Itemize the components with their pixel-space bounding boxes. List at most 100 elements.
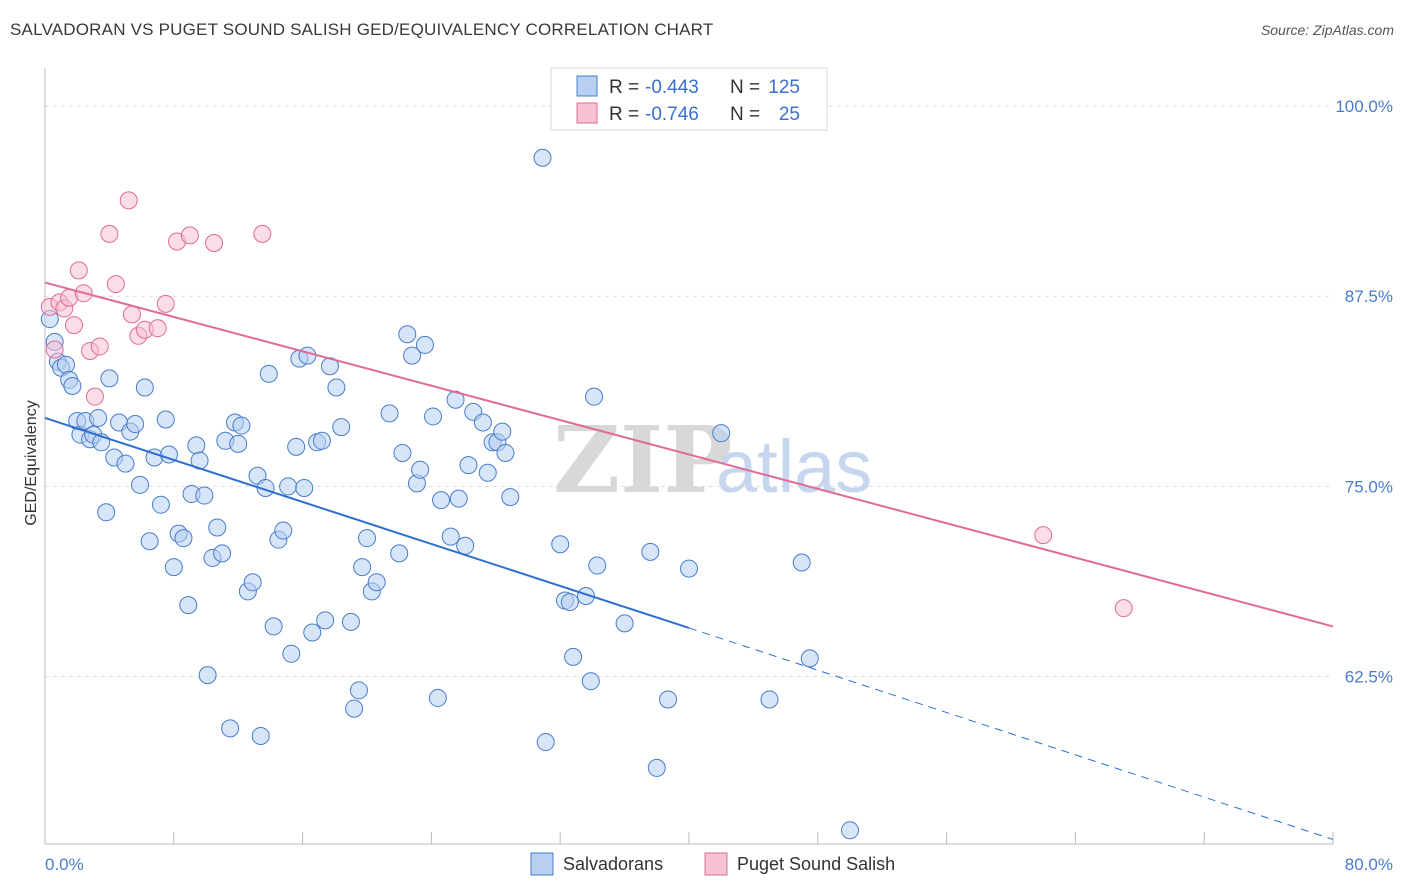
salvadoran-point [179,596,198,615]
puget-sound-salish-point [64,316,83,335]
salvadoran-point [564,647,583,666]
salvadoran-point [551,535,570,554]
legend-n-label-2: N = [730,104,760,125]
salvadoran-point [358,529,376,548]
salvadoran-point [140,532,159,551]
y-tick-label: 62.5% [1345,668,1393,687]
salvadoran-point [760,690,779,709]
salvadoran-point [341,612,360,631]
salvadoran-point [581,672,600,691]
salvadoran-point [496,443,515,462]
salvadoran-point [130,475,149,494]
legend-r-value-1: -0.443 [645,77,699,98]
salvadorans-trend-extension [688,627,1334,840]
salvadoran-point [349,681,368,700]
salvadoran-point [393,443,412,462]
salvadoran-point [501,488,520,507]
salvadorans-trend-line [44,417,690,629]
legend-swatch-blue [576,75,598,97]
salvadoran-point [456,536,475,555]
watermark-atlas: atlas [716,425,872,508]
salvadoran-point [533,148,552,167]
y-axis-label: GED/Equivalency [23,400,40,525]
salvadoran-point [126,415,145,434]
salvadoran-point [287,437,306,456]
salvadoran-point [229,434,248,453]
salvadoran-point [588,556,607,575]
legend-r-value-2: -0.746 [645,104,699,125]
puget-sound-salish-point [106,275,125,294]
salvadoran-point [398,325,417,344]
puget-sound-salish-point [100,224,119,243]
salvadoran-point [298,346,317,365]
correlation-legend: R = -0.443 N = 125 R = -0.746 N = 25 [550,67,828,131]
salvadoran-point [295,478,314,497]
salvadoran-point [264,617,283,636]
salvadoran-point [174,529,193,548]
puget-sound-salish-point [156,294,175,313]
salvadoran-point [493,422,512,441]
salvadoran-point [151,495,170,514]
salvadoran-point [221,719,240,738]
salvadoran-point [279,477,298,496]
salvadoran-point [459,456,478,475]
puget-sound-salish-point [90,337,109,356]
puget-sound-salish-point [1034,526,1053,545]
salvadoran-point [424,407,443,426]
series-legend: Salvadorans Puget Sound Salish [530,852,895,876]
salvadoran-point [156,410,175,429]
puget-sound-salish-point [148,319,167,338]
salvadoran-point [327,378,346,397]
x-tick-label-max: 80.0% [1345,855,1393,874]
salvadoran-point [195,486,214,505]
puget-sound-salish-point [253,224,272,243]
salvadoran-point [345,699,364,718]
puget-sound-salish-point [122,305,141,324]
salvadoran-point [367,573,386,592]
salvadoran-point [390,544,409,563]
legend-n-label-1: N = [730,77,760,98]
salvadoran-point [243,573,262,592]
series-puget-sound-salish [40,191,1133,618]
salvadoran-point [332,418,351,437]
salvadoran-point [585,387,604,406]
puget-sound-salish-point [85,387,104,406]
salvadoran-point [841,821,859,840]
y-tick-label: 100.0% [1335,97,1393,116]
salvadoran-point [411,460,430,479]
puget-sound-salish-point [205,233,224,252]
series-salvadorans [40,148,859,840]
salvadoran-point [449,489,468,508]
y-tick-label: 75.0% [1345,477,1393,496]
salvadoran-point [164,558,183,577]
puget-sound-salish-point [119,191,138,210]
salvadoran-point [353,558,372,577]
salvadoran-point [303,623,322,642]
y-tick-label: 87.5% [1345,287,1393,306]
salvadoran-point [576,586,595,605]
bottom-legend-swatch-blue [530,852,554,876]
salvadoran-point [213,544,232,563]
grid [45,105,1333,678]
legend-r-label-2: R = [609,104,639,125]
x-tick-label-min: 0.0% [45,855,84,874]
salvadoran-point [615,614,634,633]
salvadoran-point [659,690,678,709]
salvadoran-point [208,518,227,537]
salvadoran-point [712,424,731,443]
salvadoran-point [116,454,135,473]
legend-n-value-2: 25 [779,104,800,125]
bottom-legend-puget-sound-salish: Puget Sound Salish [737,854,895,874]
salvadoran-point [282,644,301,663]
salvadoran-point [312,431,331,450]
salvadoran-point [560,593,579,612]
salvadoran-point [100,369,119,388]
bottom-legend-salvadorans: Salvadorans [563,854,663,874]
x-axis-ticks [44,832,1334,844]
salvadoran-point [478,463,497,482]
salvadoran-point [647,758,666,777]
puget-sound-salish-point [180,226,199,245]
trend-lines [44,281,1334,840]
salvadoran-point [316,611,335,630]
chart-title: SALVADORAN VS PUGET SOUND SALISH GED/EQU… [10,20,714,39]
